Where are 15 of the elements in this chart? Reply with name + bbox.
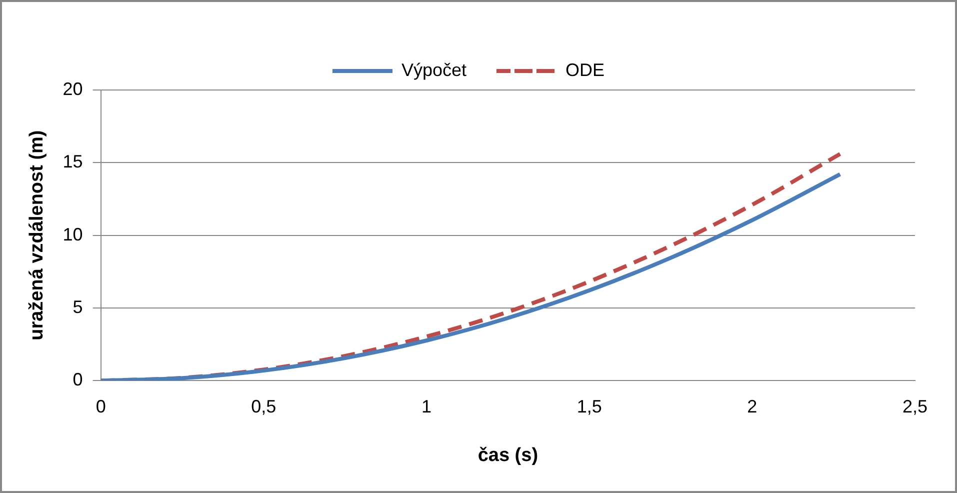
legend-label: Výpočet — [401, 60, 467, 80]
y-tick-label: 10 — [62, 224, 83, 244]
y-axis-title: uražená vzdálenost (m) — [26, 130, 48, 340]
y-tick-label: 0 — [72, 370, 83, 390]
y-tick-label: 20 — [62, 78, 83, 99]
x-tick-label: 0 — [96, 396, 106, 416]
y-tick-label: 5 — [72, 296, 83, 317]
x-tick-label: 1 — [421, 396, 432, 416]
x-tick-label: 2,5 — [902, 396, 928, 416]
x-tick-label: 2 — [747, 396, 758, 416]
y-tick-label: 15 — [62, 152, 83, 172]
x-tick-label: 0,5 — [251, 396, 276, 416]
legend-label: ODE — [566, 60, 605, 80]
x-axis-title: čas (s) — [478, 444, 538, 466]
x-tick-label: 1,5 — [576, 396, 602, 416]
